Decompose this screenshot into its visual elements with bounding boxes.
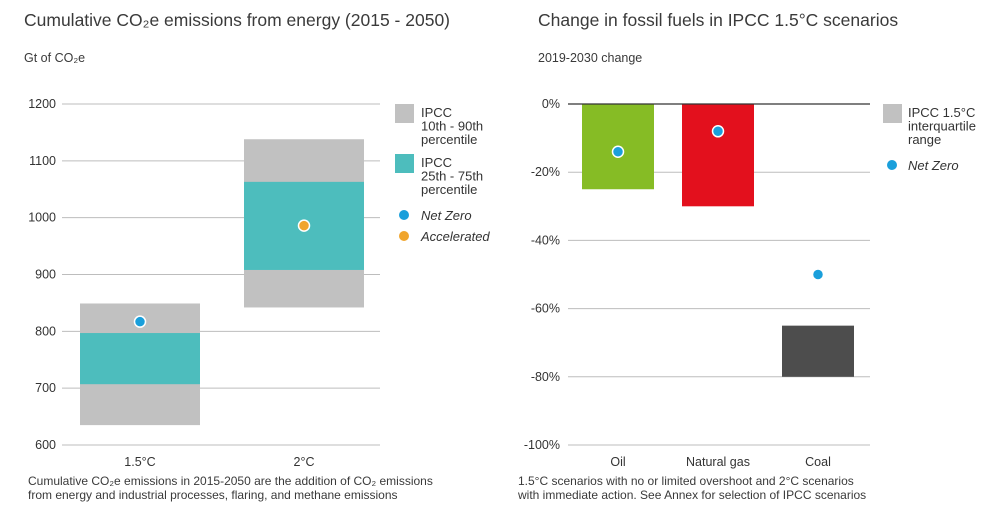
legend-net-zero-dot-right: [887, 160, 897, 170]
right-y-tick-label: -80%: [531, 370, 560, 384]
legend-label-accelerated: Accelerated: [420, 229, 490, 244]
right-note-line-1: 1.5°C scenarios with no or limited overs…: [518, 474, 854, 488]
left-y-tick-label: 600: [35, 438, 56, 452]
legend-label-net-zero: Net Zero: [421, 208, 472, 223]
right-y-tick-label: -60%: [531, 302, 560, 316]
left-chart-subtitle: Gt of CO₂e: [24, 51, 86, 65]
right-y-tick-label: -20%: [531, 165, 560, 179]
legend-label-25-75: IPCC 25th - 75th percentile: [421, 155, 483, 197]
right-x-tick-label: Coal: [805, 455, 831, 469]
left-note-line-2: from energy and industrial processes, fl…: [28, 488, 398, 502]
right-note-line-2: with immediate action. See Annex for sel…: [518, 488, 867, 502]
right-y-tick-label: -100%: [524, 438, 560, 452]
left-range-25-75-box: [80, 333, 200, 385]
left-chart-title: Cumulative CO₂e emissions from energy (2…: [24, 10, 450, 30]
right-net-zero-point: [611, 145, 625, 158]
legend-gray-swatch: [395, 104, 414, 123]
right-x-tick-label: Natural gas: [686, 455, 750, 469]
legend-label-10-90: IPCC 10th - 90th percentile: [421, 105, 483, 147]
left-y-tick-label: 800: [35, 324, 56, 338]
left-chart-note: Cumulative CO₂e emissions in 2015-2050 a…: [28, 474, 433, 502]
left-y-tick-label: 900: [35, 268, 56, 282]
right-range-bar: [682, 104, 754, 207]
left-net-zero-point: [133, 315, 147, 328]
left-y-tick-label: 700: [35, 381, 56, 395]
right-chart-title: Change in fossil fuels in IPCC 1.5°C sce…: [538, 10, 899, 30]
left-y-tick-label: 1200: [28, 97, 56, 111]
right-y-tick-label: -40%: [531, 233, 560, 247]
right-y-tick-label: 0%: [542, 97, 560, 111]
left-y-tick-label: 1000: [28, 211, 56, 225]
legend-accelerated-dot: [399, 231, 409, 241]
left-y-tick-label: 1100: [29, 154, 56, 168]
right-chart-subtitle: 2019-2030 change: [538, 51, 643, 65]
legend-label-interquartile: IPCC 1.5°C interquartile range: [908, 105, 976, 147]
legend-label-net-zero-right: Net Zero: [908, 158, 959, 173]
right-net-zero-point: [711, 125, 725, 138]
right-x-tick-label: Oil: [610, 455, 625, 469]
legend-teal-swatch: [395, 154, 414, 173]
right-chart-note: 1.5°C scenarios with no or limited overs…: [518, 474, 866, 502]
legend-net-zero-dot: [399, 210, 409, 220]
left-note-line-1: Cumulative CO₂e emissions in 2015-2050 a…: [28, 474, 433, 488]
left-x-tick-label: 2°C: [294, 455, 315, 469]
left-x-tick-label: 1.5°C: [124, 455, 155, 469]
right-net-zero-point: [811, 268, 825, 281]
right-range-bar: [782, 325, 854, 377]
left-accelerated-point: [297, 219, 311, 232]
legend-gray-swatch-right: [883, 104, 902, 123]
